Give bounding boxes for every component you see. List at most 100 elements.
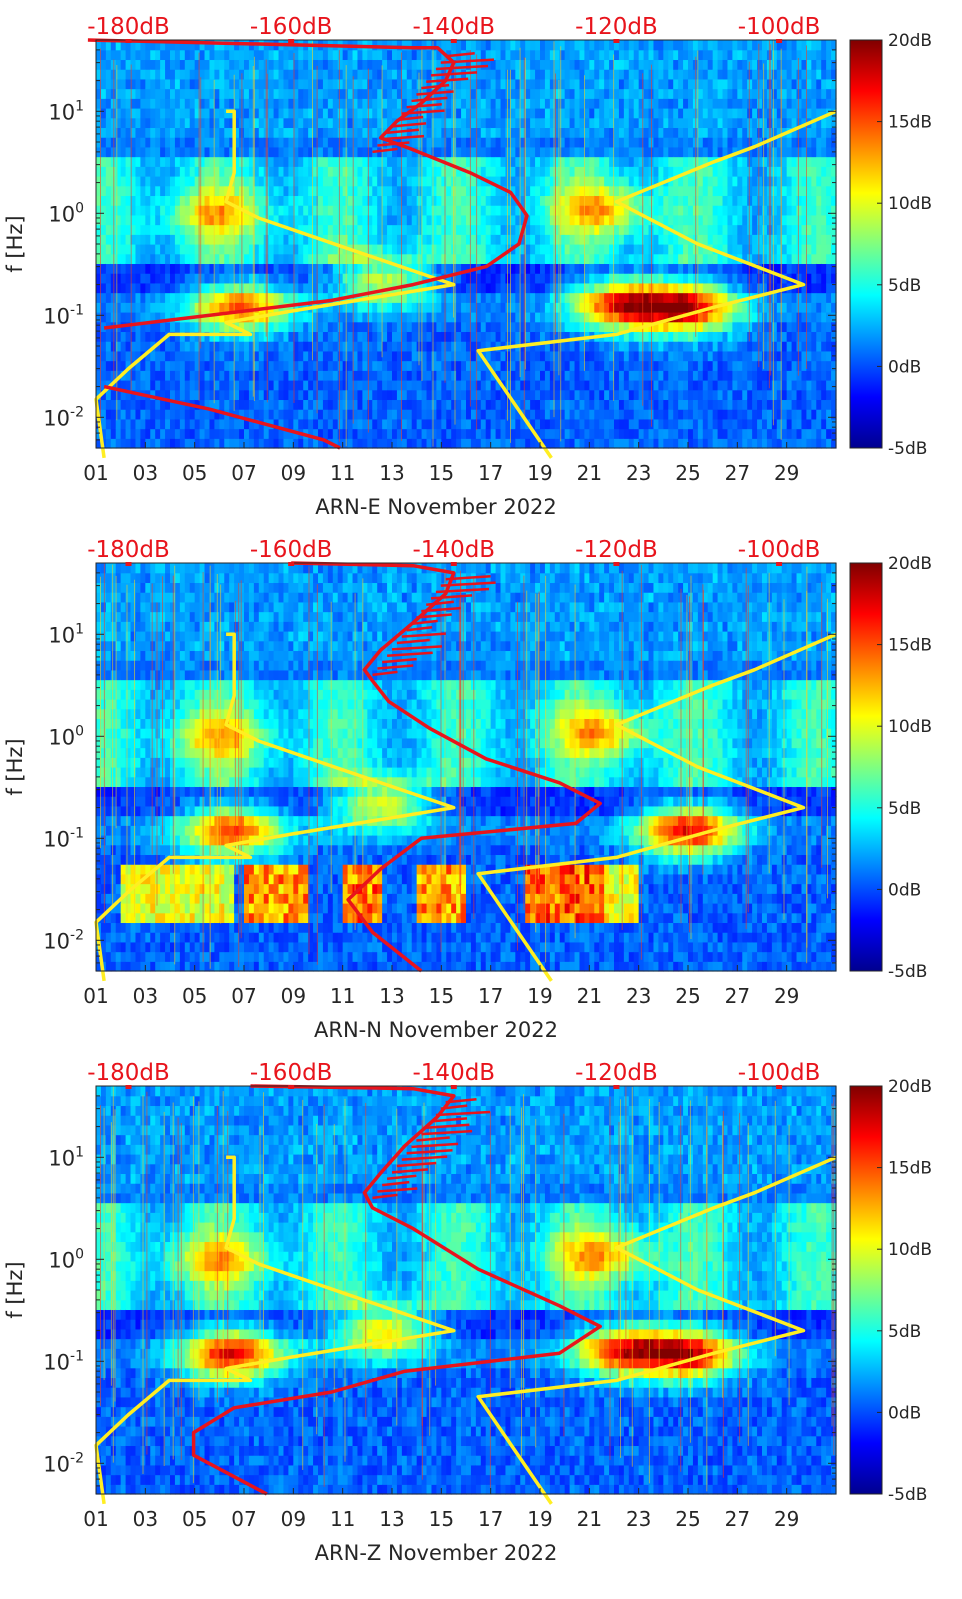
top-db-label: -100dB: [738, 537, 821, 563]
y-axis-label: f [Hz]: [3, 738, 27, 795]
y-tick-label: 101: [48, 621, 84, 647]
x-tick-label: 17: [478, 984, 503, 1008]
y-tick-label: 10-2: [43, 927, 84, 953]
x-tick-label: 15: [429, 984, 454, 1008]
y-tick-label: 10-1: [43, 825, 84, 851]
colorbar-label: 20dB: [888, 31, 932, 51]
x-tick-label: 23: [626, 1507, 651, 1531]
spectrogram-figure: 01 03 05 07 09 11 13 15 17 19 21 23 25 27 29 ARN-E Nove…: [0, 0, 962, 1599]
x-tick-label: 15: [429, 1507, 454, 1531]
x-tick-label: 15: [429, 461, 454, 485]
colorbar-label: -5dB: [888, 439, 927, 459]
x-tick-label: 21: [577, 461, 602, 485]
colorbar-label: 20dB: [888, 1077, 932, 1097]
y-tick-label: 10-2: [43, 404, 84, 430]
top-db-label: -140dB: [413, 537, 496, 563]
spectrogram-Z: [96, 1086, 837, 1495]
colorbar-label: 15dB: [888, 113, 932, 133]
colorbar-label: 10dB: [888, 194, 932, 214]
x-tick-label: 25: [675, 984, 700, 1008]
x-tick-label: 25: [675, 1507, 700, 1531]
y-tick-label: 100: [48, 1246, 84, 1272]
top-db-label: -160dB: [250, 537, 333, 563]
top-db-label: -160dB: [250, 14, 333, 40]
x-tick-label: 23: [626, 461, 651, 485]
top-db-label: -120dB: [575, 537, 658, 563]
x-tick-label: 13: [379, 984, 404, 1008]
y-tick-label: 100: [48, 200, 84, 226]
x-tick-label: 13: [379, 461, 404, 485]
x-tick-label: 09: [281, 1507, 306, 1531]
x-axis-label: ARN-E November 2022: [315, 495, 557, 519]
top-db-label: -120dB: [575, 1060, 658, 1086]
colorbar-label: 10dB: [888, 1240, 932, 1260]
x-tick-label: 11: [330, 984, 355, 1008]
colorbar-label: 0dB: [888, 357, 921, 377]
x-tick-label: 05: [182, 984, 207, 1008]
y-tick-label: 101: [48, 98, 84, 124]
colorbar-label: 20dB: [888, 554, 932, 574]
y-tick-label: 10-1: [43, 1348, 84, 1374]
x-tick-label: 29: [774, 984, 799, 1008]
colorbar-N: [850, 563, 882, 971]
x-tick-label: 07: [231, 984, 256, 1008]
colorbar-label: -5dB: [888, 962, 927, 982]
colorbar-label: 15dB: [888, 1159, 932, 1179]
colorbar-label: 0dB: [888, 1403, 921, 1423]
x-tick-label: 27: [725, 461, 750, 485]
x-tick-label: 21: [577, 984, 602, 1008]
x-tick-label: 19: [527, 461, 552, 485]
top-db-label: -160dB: [250, 1060, 333, 1086]
top-db-label: -140dB: [413, 1060, 496, 1086]
y-tick-label: 101: [48, 1144, 84, 1170]
x-tick-label: 09: [281, 984, 306, 1008]
x-tick-label: 01: [83, 1507, 108, 1531]
x-tick-label: 27: [725, 984, 750, 1008]
colorbar-label: -5dB: [888, 1485, 927, 1505]
y-axis-label: f [Hz]: [3, 215, 27, 272]
spectrogram-E: [96, 40, 837, 449]
top-db-label: -100dB: [738, 14, 821, 40]
y-tick-label: 100: [48, 723, 84, 749]
colorbar-label: 5dB: [888, 1322, 921, 1342]
colorbar-label: 10dB: [888, 717, 932, 737]
y-axis-label: f [Hz]: [3, 1261, 27, 1318]
panel-Z: 01 03 05 07 09 11 13 15 17 19 21 23 25 27 29 ARN-Z Nove…: [3, 1060, 932, 1565]
x-tick-label: 13: [379, 1507, 404, 1531]
top-db-label: -180dB: [87, 1060, 170, 1086]
x-tick-label: 07: [231, 1507, 256, 1531]
x-axis-label: ARN-N November 2022: [314, 1018, 558, 1042]
top-db-label: -120dB: [575, 14, 658, 40]
x-tick-label: 11: [330, 1507, 355, 1531]
colorbar-E: [850, 40, 882, 448]
x-axis-label: ARN-Z November 2022: [315, 1541, 558, 1565]
x-tick-label: 01: [83, 984, 108, 1008]
x-tick-label: 11: [330, 461, 355, 485]
top-db-label: -140dB: [413, 14, 496, 40]
x-tick-label: 23: [626, 984, 651, 1008]
x-tick-label: 05: [182, 1507, 207, 1531]
x-tick-label: 03: [133, 1507, 158, 1531]
x-tick-label: 19: [527, 1507, 552, 1531]
x-tick-label: 29: [774, 461, 799, 485]
colorbar-label: 5dB: [888, 799, 921, 819]
x-tick-label: 25: [675, 461, 700, 485]
x-tick-label: 05: [182, 461, 207, 485]
x-tick-label: 27: [725, 1507, 750, 1531]
x-tick-label: 17: [478, 1507, 503, 1531]
top-db-label: -100dB: [738, 1060, 821, 1086]
x-tick-label: 01: [83, 461, 108, 485]
x-tick-label: 07: [231, 461, 256, 485]
x-tick-label: 19: [527, 984, 552, 1008]
colorbar-label: 15dB: [888, 636, 932, 656]
top-db-label: -180dB: [87, 537, 170, 563]
y-tick-label: 10-2: [43, 1450, 84, 1476]
top-db-label: -180dB: [87, 14, 170, 40]
colorbar-Z: [850, 1086, 882, 1494]
spectrogram-N: [96, 563, 837, 972]
x-tick-label: 21: [577, 1507, 602, 1531]
x-tick-label: 09: [281, 461, 306, 485]
x-tick-label: 03: [133, 984, 158, 1008]
x-tick-label: 29: [774, 1507, 799, 1531]
